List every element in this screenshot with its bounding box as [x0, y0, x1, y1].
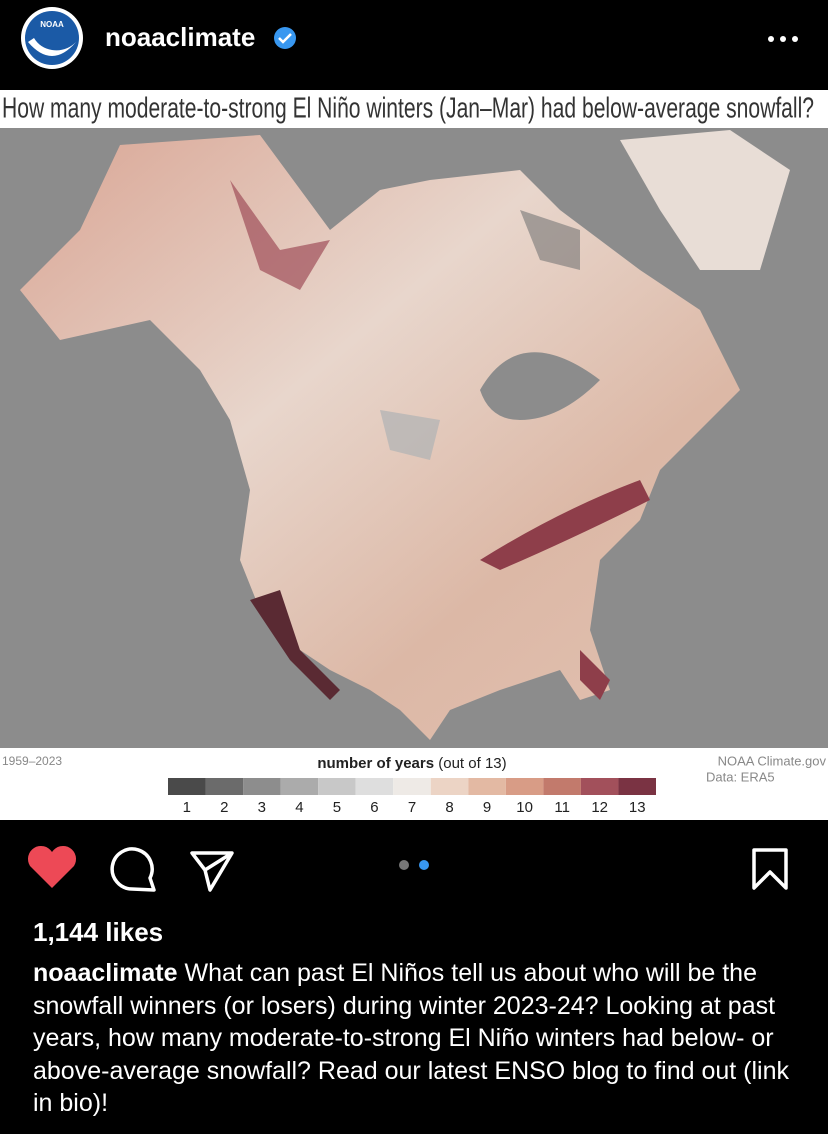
legend-swatch	[168, 778, 206, 795]
legend-label: 13	[629, 799, 646, 816]
verified-badge	[274, 27, 296, 49]
legend-swatch	[543, 778, 581, 795]
legend-swatch	[430, 778, 469, 795]
source: Data: ERA5	[706, 769, 775, 784]
post-image: How many moderate-to-strong El Niño wint…	[0, 90, 828, 820]
action-bar	[27, 845, 788, 892]
legend-subtitle: (out of 13)	[438, 755, 506, 772]
caption-text: What can past El Niños tell us about who…	[33, 959, 789, 1117]
legend-swatch	[243, 778, 281, 795]
legend-label: 5	[333, 799, 341, 816]
image-title: How many moderate-to-strong El Niño wint…	[2, 93, 814, 125]
credit: NOAA Climate.gov	[718, 753, 827, 768]
username[interactable]: noaaclimate	[105, 22, 256, 52]
legend-swatch	[618, 778, 656, 795]
map	[20, 130, 790, 740]
page-dot-active	[419, 860, 429, 870]
page-dot	[399, 860, 409, 870]
legend-label: 10	[516, 799, 533, 816]
legend-label: 8	[445, 799, 453, 816]
legend-title-main: number of years	[317, 755, 434, 772]
verified-check	[278, 33, 292, 44]
legend-label: 1	[183, 799, 191, 816]
legend-swatch	[468, 778, 506, 795]
legend-swatch	[205, 778, 244, 795]
more-button[interactable]	[768, 36, 798, 42]
like-button[interactable]	[27, 845, 77, 888]
legend-swatch	[580, 778, 619, 795]
legend-label: 7	[408, 799, 416, 816]
legend-swatch	[318, 778, 356, 795]
save-button[interactable]	[752, 848, 788, 890]
header: NOAA	[21, 7, 798, 69]
caption-username[interactable]: noaaclimate	[33, 959, 178, 987]
legend-swatch	[355, 778, 394, 795]
caption: noaaclimate What can past El Niños tell …	[33, 957, 803, 1120]
comment-button[interactable]	[110, 847, 156, 892]
legend-label: 11	[554, 799, 570, 816]
share-button[interactable]	[190, 851, 234, 892]
legend-swatch	[505, 778, 544, 795]
legend-label: 3	[258, 799, 266, 816]
legend-swatch	[280, 778, 319, 795]
legend-label: 4	[295, 799, 303, 816]
legend-label: 2	[220, 799, 228, 816]
likes[interactable]: 1,144 likes	[33, 917, 164, 947]
period: 1959–2023	[2, 754, 62, 768]
legend-swatch	[393, 778, 431, 795]
legend-label: 6	[370, 799, 378, 816]
logo-text: NOAA	[40, 20, 64, 29]
logo-wave	[28, 38, 76, 56]
legend-title: number of years (out of 13)	[317, 755, 506, 772]
legend-label: 12	[591, 799, 608, 816]
legend-label: 9	[483, 799, 491, 816]
